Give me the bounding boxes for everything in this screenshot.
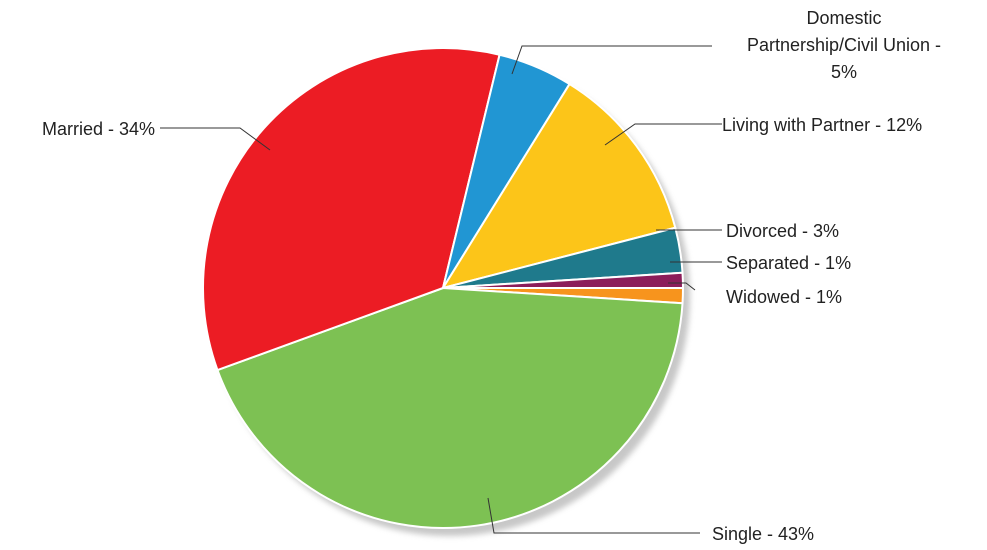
pie-slice bbox=[442, 271, 685, 289]
slice-label: Single - 43% bbox=[712, 524, 814, 544]
leader-line bbox=[511, 45, 712, 75]
pie-slice bbox=[442, 83, 677, 289]
slice-label: Widowed - 1% bbox=[726, 287, 842, 307]
slice-label: 5% bbox=[831, 62, 857, 82]
slice-label: Partnership/Civil Union - bbox=[747, 35, 941, 55]
leader-line bbox=[668, 282, 696, 291]
leader-line bbox=[160, 127, 271, 151]
leader-line bbox=[487, 497, 700, 534]
pie-slice bbox=[216, 287, 684, 530]
slice-label: Married - 34% bbox=[42, 119, 155, 139]
slice-labels: Widowed - 1% Single - 43% Married - 34% Dom… bbox=[42, 8, 941, 544]
slice-label: Living with Partner - 12% bbox=[722, 115, 922, 135]
pie-slice bbox=[202, 47, 501, 372]
leader-lines bbox=[160, 45, 722, 534]
slice-label: Separated - 1% bbox=[726, 253, 851, 273]
leader-line bbox=[604, 123, 722, 146]
slice-label: Domestic bbox=[806, 8, 881, 28]
pie-slices bbox=[202, 47, 685, 530]
slice-label: Divorced - 3% bbox=[726, 221, 839, 241]
